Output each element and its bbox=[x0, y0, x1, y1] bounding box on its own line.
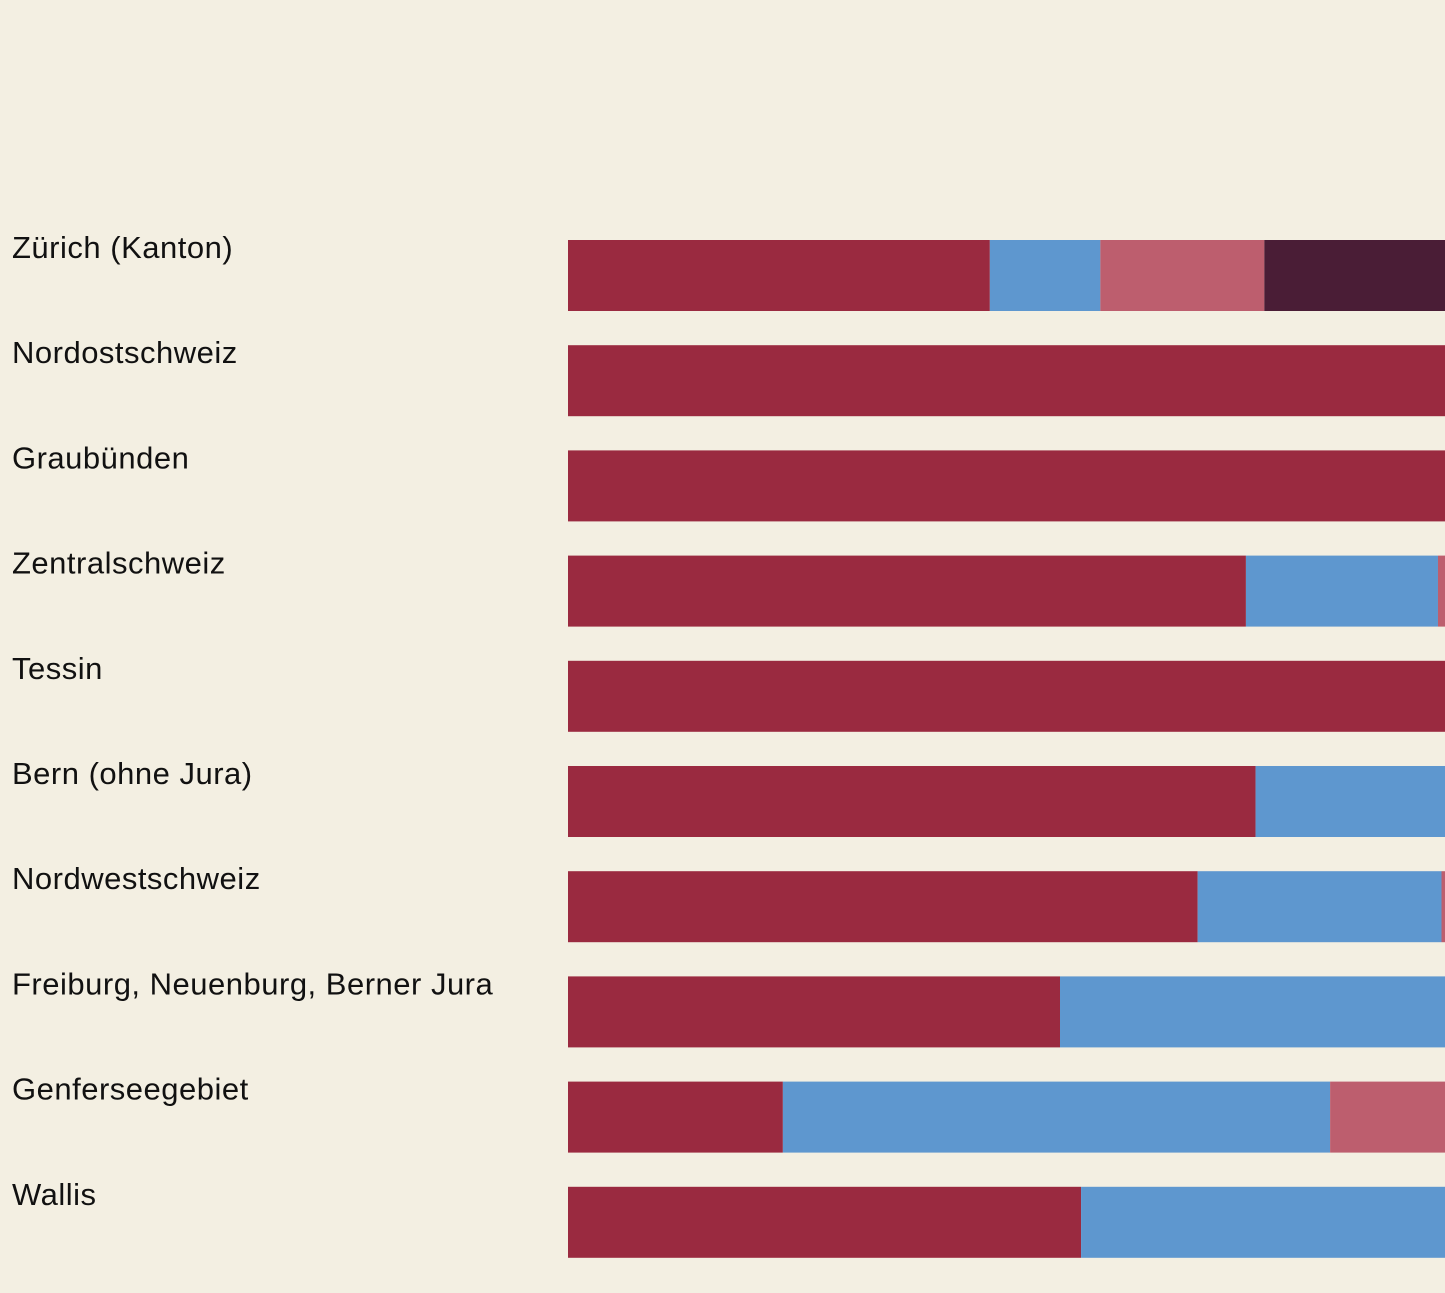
bar-segment-series-2 bbox=[782, 1081, 1331, 1153]
bar-segment-series-2 bbox=[1245, 555, 1438, 627]
bar-segment-series-2 bbox=[1060, 976, 1445, 1048]
bar-segment-series-1 bbox=[568, 1186, 1082, 1258]
bar-segment-series-1 bbox=[568, 450, 1445, 522]
bar-segment-series-3 bbox=[1100, 240, 1265, 311]
category-label: Nordwestschweiz bbox=[12, 861, 261, 896]
category-label: Bern (ohne Jura) bbox=[12, 756, 253, 791]
category-label: Wallis bbox=[12, 1177, 97, 1212]
bar-segment-series-3 bbox=[1330, 1081, 1445, 1153]
bar-segment-series-1 bbox=[568, 976, 1060, 1048]
bar-segment-series-3 bbox=[1441, 871, 1445, 943]
category-labels: Zürich (Kanton) Nordostschweiz Graubünden Z… bbox=[12, 230, 494, 1212]
bar-segment-series-2 bbox=[1255, 766, 1445, 837]
bar-segment-series-2 bbox=[989, 240, 1101, 311]
bar-segment-series-2 bbox=[1197, 871, 1442, 943]
category-label: Freiburg, Neuenburg, Berner Jura bbox=[12, 966, 494, 1001]
bar-segment-series-1 bbox=[568, 766, 1256, 837]
category-label: Tessin bbox=[12, 651, 103, 686]
bar-segment-series-1 bbox=[568, 1081, 783, 1153]
category-label: Nordostschweiz bbox=[12, 335, 238, 370]
bar-segment-series-1 bbox=[568, 555, 1246, 627]
category-label: Graubünden bbox=[12, 440, 189, 475]
category-label: Zentralschweiz bbox=[12, 546, 226, 581]
bar-segment-series-1 bbox=[568, 345, 1445, 417]
bar-segments bbox=[568, 240, 1445, 1258]
bar-segment-series-1 bbox=[568, 240, 990, 311]
bar-segment-series-1 bbox=[568, 871, 1198, 943]
bar-segment-series-4 bbox=[1264, 240, 1445, 311]
category-label: Zürich (Kanton) bbox=[12, 230, 233, 265]
bar-segment-series-2 bbox=[1081, 1186, 1445, 1258]
bar-segment-series-1 bbox=[568, 660, 1445, 732]
category-label: Genferseegebiet bbox=[12, 1072, 249, 1107]
bar-segment-series-3 bbox=[1437, 555, 1445, 627]
